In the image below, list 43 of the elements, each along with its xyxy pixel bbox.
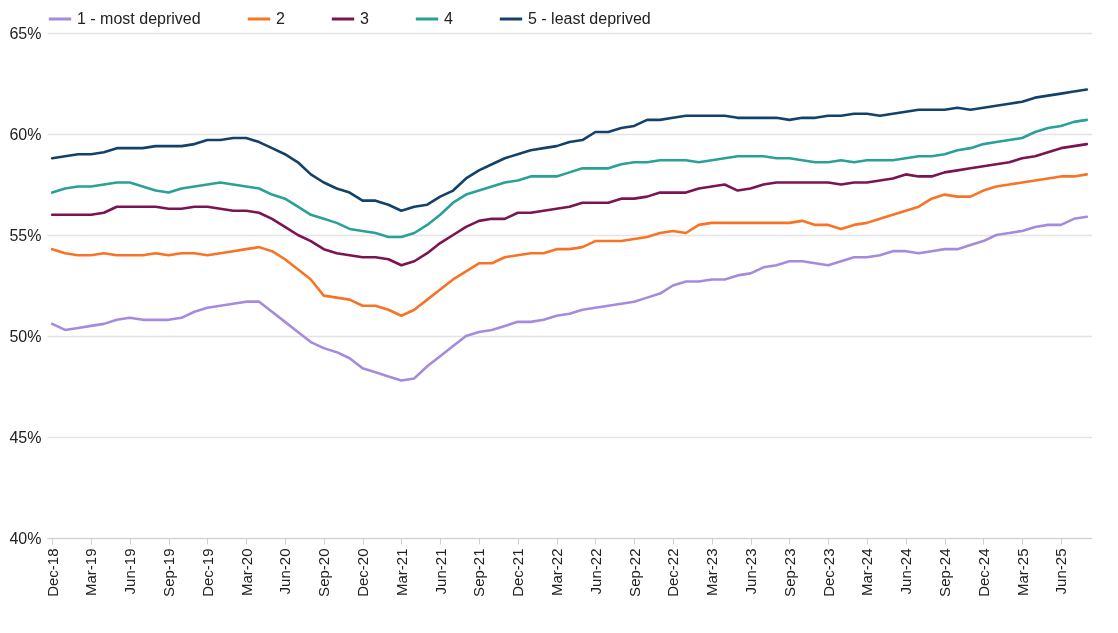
x-tick-label: Jun-25 xyxy=(1052,548,1070,595)
x-tick-label: Mar-24 xyxy=(858,548,876,597)
x-tick-label: Sep-21 xyxy=(470,548,488,597)
line-series xyxy=(50,118,1089,239)
x-tick-label: Mar-22 xyxy=(548,548,566,597)
x-tick-label: Sep-19 xyxy=(160,548,178,597)
legend-label: 1 - most deprived xyxy=(77,10,201,27)
line-series xyxy=(50,173,1089,318)
x-tick-label: Dec-19 xyxy=(198,548,216,597)
y-tick-label: 50% xyxy=(9,327,42,345)
y-tick-label: 45% xyxy=(9,428,42,446)
x-tick-label: Jun-22 xyxy=(586,548,604,595)
x-tick-label: Dec-21 xyxy=(509,548,527,597)
x-tick-label: Mar-25 xyxy=(1013,548,1031,597)
line-series xyxy=(50,142,1089,267)
x-tick-label: Dec-23 xyxy=(819,548,837,597)
x-tick-label: Dec-18 xyxy=(43,548,61,597)
x-tick-label: Jun-24 xyxy=(897,548,915,595)
x-tick-label: Sep-23 xyxy=(780,548,798,597)
legend-label: 3 xyxy=(360,10,369,27)
legend-label: 4 xyxy=(444,10,453,27)
x-tick-label: Dec-22 xyxy=(664,548,682,597)
x-tick-label: Dec-24 xyxy=(974,548,992,597)
y-tick-label: 40% xyxy=(9,529,42,547)
y-tick-label: 60% xyxy=(9,125,42,143)
x-tick-label: Jun-20 xyxy=(276,548,294,595)
x-tick-label: Jun-19 xyxy=(121,548,139,595)
x-tick-label: Jun-23 xyxy=(742,548,760,595)
y-tick-label: 65% xyxy=(9,24,42,42)
x-tick-label: Mar-21 xyxy=(392,548,410,597)
x-tick-label: Dec-20 xyxy=(354,548,372,597)
x-tick-label: Sep-20 xyxy=(315,548,333,597)
line-series xyxy=(50,88,1089,213)
legend-label: 2 xyxy=(276,10,285,27)
x-tick-label: Jun-21 xyxy=(431,548,449,595)
x-tick-label: Mar-20 xyxy=(237,548,255,597)
x-tick-label: Sep-24 xyxy=(936,548,954,597)
x-tick-label: Sep-22 xyxy=(625,548,643,597)
line-series xyxy=(50,215,1089,382)
x-tick-label: Mar-23 xyxy=(703,548,721,597)
y-tick-label: 55% xyxy=(9,226,42,244)
x-tick-label: Mar-19 xyxy=(82,548,100,597)
legend-label: 5 - least deprived xyxy=(528,10,651,27)
